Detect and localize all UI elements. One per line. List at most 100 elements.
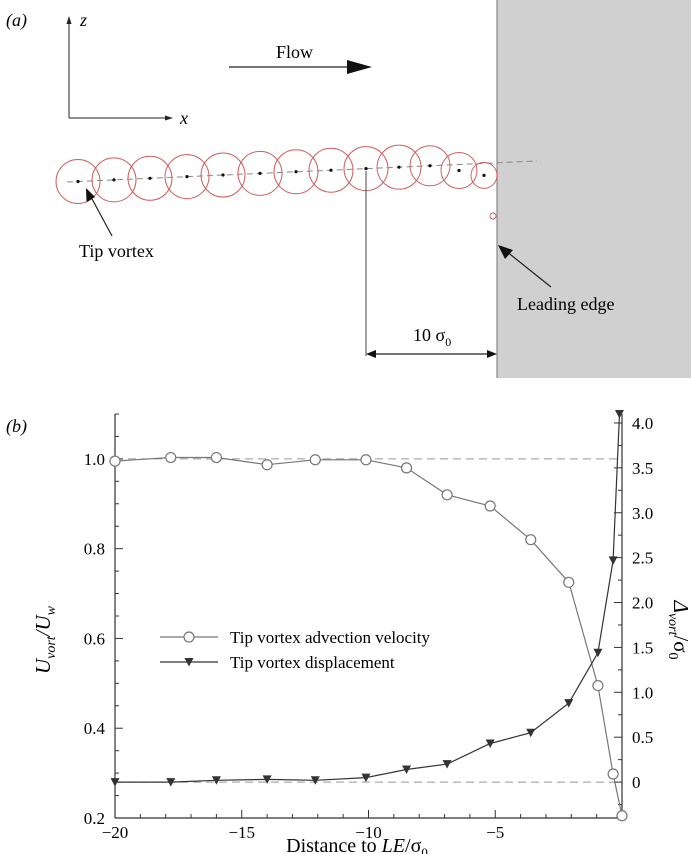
data-point-advection <box>165 451 177 464</box>
x-axis-title: Distance to LE/σ0 <box>286 835 428 854</box>
data-point-displacement <box>614 410 624 419</box>
y-right-tick-label: 0.5 <box>632 728 653 747</box>
tip-vortex-label: Tip vortex <box>79 241 154 261</box>
vortex-circle <box>200 152 246 198</box>
y-left-tick-label: 1.0 <box>84 450 105 469</box>
data-point-displacement <box>564 699 574 708</box>
y-left-tick-label: 0.2 <box>84 809 105 828</box>
data-point-displacement <box>608 556 618 565</box>
vortex-circles <box>55 144 498 220</box>
vortex-center <box>112 178 116 182</box>
chart: −20 −15 −10 −5 0.2 0.4 0.6 0.8 1.0 0 0.5 1.0 1.5 2.0 2… <box>84 410 653 842</box>
data-point-advection <box>261 459 273 471</box>
panel-b: (b) −20 −15 −10 −5 0.2 0.4 0.6 0.8 1.0 0 0.5 1.0 1.5… <box>6 410 691 854</box>
vortex-circle <box>55 159 101 205</box>
vortex-center <box>148 176 152 180</box>
data-point-advection <box>607 768 619 780</box>
leading-edge-arrow-icon <box>498 245 513 259</box>
y-right-tick-label: 1.0 <box>632 683 653 702</box>
dimension-label: 10 σ0 <box>413 325 451 349</box>
x-axis-label: x <box>179 108 188 128</box>
y-right-tick-label: 3.5 <box>632 459 653 478</box>
vortex-center <box>294 170 298 174</box>
x-tick-label: −10 <box>355 823 382 842</box>
data-point-advection <box>210 451 222 464</box>
vortex-circle <box>440 151 478 189</box>
vortex-center <box>185 175 189 179</box>
chart-legend: Tip vortex advection velocity Tip vortex … <box>160 628 431 672</box>
vortex-center <box>221 173 225 177</box>
data-point-advection <box>592 679 604 692</box>
data-point-displacement <box>110 778 120 787</box>
vortex-circle <box>127 155 173 201</box>
y-left-tick-label: 0.4 <box>84 719 106 738</box>
series-line <box>114 456 623 816</box>
dimension-arrow-right-icon <box>487 350 497 358</box>
chart-series <box>109 410 628 822</box>
dimension-arrow-left-icon <box>366 350 376 358</box>
z-axis-arrow-icon <box>66 16 72 24</box>
data-point-displacement <box>211 776 221 785</box>
y-axis-left-title: Uvort/Uw <box>31 605 59 674</box>
x-tick-label: −5 <box>486 823 504 842</box>
vortex-center <box>329 168 333 172</box>
legend-label: Tip vortex advection velocity <box>230 628 431 647</box>
data-point-displacement <box>593 648 603 658</box>
data-point-displacement <box>442 760 452 769</box>
data-point-advection <box>441 489 453 501</box>
reference-lines <box>115 458 622 783</box>
x-axis-arrow-icon <box>165 115 173 121</box>
data-point-advection <box>109 455 121 467</box>
data-point-displacement <box>310 776 320 785</box>
y-right-tick-label: 2.5 <box>632 549 653 568</box>
data-point-advection <box>525 534 537 546</box>
vortex-circle <box>489 212 497 220</box>
vortex-center <box>457 168 461 173</box>
y-right-tick-label: 4.0 <box>632 414 653 433</box>
wing-block <box>497 0 691 378</box>
y-left-tick-label: 0.8 <box>84 540 105 559</box>
flow-arrow-icon <box>347 60 372 74</box>
y-left-tick-label: 0.6 <box>84 629 105 648</box>
flow-label: Flow <box>276 42 313 62</box>
legend-marker <box>183 631 195 643</box>
vortex-circle <box>164 154 210 200</box>
x-tick-label: −20 <box>102 823 129 842</box>
vortex-circle <box>237 150 283 196</box>
vortex-circle <box>470 161 498 189</box>
data-point-displacement <box>402 765 412 775</box>
chart-axes <box>114 414 623 819</box>
y-right-tick-label: 1.5 <box>632 638 653 657</box>
leading-edge-label: Leading edge <box>517 294 614 314</box>
panel-a-label: (a) <box>6 10 27 31</box>
vortex-circle <box>376 144 422 190</box>
data-point-advection <box>360 454 372 466</box>
data-point-displacement <box>485 739 495 748</box>
y-right-tick-label: 0 <box>632 773 641 792</box>
vortex-circle <box>308 147 354 193</box>
data-point-displacement <box>526 728 536 738</box>
vortex-circle <box>91 157 137 203</box>
leading-edge-pointer <box>505 250 552 288</box>
tip-vortex-pointer <box>90 196 113 237</box>
trajectory-line <box>66 160 538 183</box>
data-point-advection <box>400 462 413 474</box>
data-point-advection <box>616 810 628 822</box>
y-right-tick-label: 2.0 <box>632 594 653 613</box>
panel-a: (a) z x Flow Tip vortex Leading edge 1 <box>6 0 691 378</box>
legend-marker <box>184 658 194 667</box>
data-point-advection <box>484 500 496 512</box>
data-point-displacement <box>166 778 176 787</box>
vortex-circle <box>273 149 319 195</box>
vortex-center <box>428 164 432 168</box>
y-axis-right-title: Δvort/σ0 <box>665 599 691 659</box>
x-tick-label: −15 <box>228 823 255 842</box>
vortex-circle <box>409 145 451 187</box>
data-point-advection <box>563 576 575 588</box>
vortex-center <box>364 167 368 171</box>
vortex-center <box>482 173 486 177</box>
data-point-displacement <box>262 775 272 784</box>
z-axis-label: z <box>79 10 87 30</box>
vortex-center <box>397 165 401 169</box>
